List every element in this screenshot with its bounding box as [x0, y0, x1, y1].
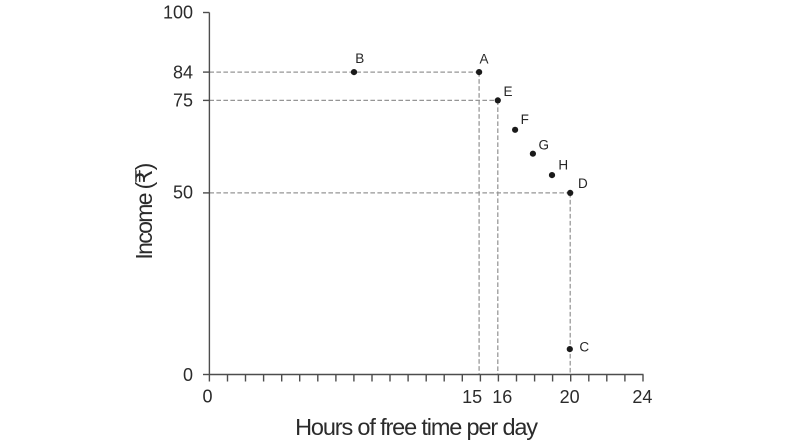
svg-text:F: F — [521, 112, 529, 127]
svg-text:H: H — [558, 158, 568, 173]
svg-text:16: 16 — [492, 387, 512, 407]
svg-text:84: 84 — [173, 62, 193, 82]
svg-text:20: 20 — [560, 387, 580, 407]
svg-text:0: 0 — [202, 387, 212, 407]
svg-text:24: 24 — [632, 387, 652, 407]
svg-text:0: 0 — [183, 365, 193, 385]
svg-text:50: 50 — [173, 183, 193, 203]
svg-text:B: B — [355, 51, 364, 66]
svg-text:C: C — [579, 340, 589, 355]
svg-text:E: E — [503, 84, 512, 99]
svg-text:75: 75 — [173, 90, 193, 110]
svg-text:G: G — [538, 138, 549, 153]
svg-text:A: A — [479, 52, 488, 67]
svg-text:15: 15 — [462, 387, 482, 407]
svg-text:Hours of free time per day: Hours of free time per day — [295, 414, 538, 440]
svg-text:Income (₹): Income (₹) — [131, 163, 157, 259]
svg-text:100: 100 — [163, 3, 193, 23]
svg-text:D: D — [578, 176, 588, 191]
